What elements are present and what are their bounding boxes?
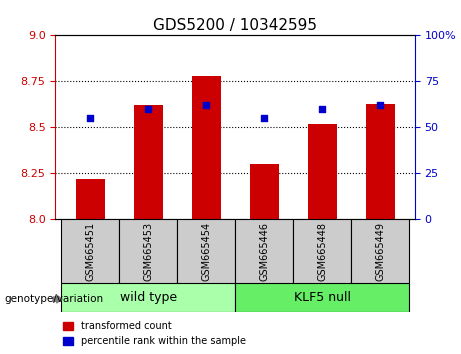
FancyBboxPatch shape: [119, 219, 177, 283]
Text: GSM665453: GSM665453: [143, 222, 153, 281]
FancyBboxPatch shape: [235, 219, 293, 283]
Text: GSM665446: GSM665446: [259, 222, 269, 281]
Bar: [366, 103, 395, 219]
FancyBboxPatch shape: [177, 219, 235, 283]
Text: GSM665454: GSM665454: [201, 222, 211, 281]
Text: GSM665451: GSM665451: [85, 222, 95, 281]
Point: [260, 115, 268, 121]
Point: [319, 106, 326, 112]
FancyBboxPatch shape: [61, 219, 119, 283]
Bar: [249, 164, 278, 219]
Text: GSM665449: GSM665449: [375, 222, 385, 281]
Bar: [192, 76, 221, 219]
FancyBboxPatch shape: [61, 283, 235, 312]
Text: GSM665448: GSM665448: [317, 222, 327, 281]
FancyBboxPatch shape: [351, 219, 409, 283]
FancyArrow shape: [53, 295, 62, 303]
Point: [86, 115, 94, 121]
Title: GDS5200 / 10342595: GDS5200 / 10342595: [153, 18, 317, 33]
Point: [144, 106, 152, 112]
Point: [202, 103, 210, 108]
Text: genotype/variation: genotype/variation: [5, 294, 104, 304]
Bar: [134, 105, 163, 219]
Point: [377, 103, 384, 108]
Text: KLF5 null: KLF5 null: [294, 291, 351, 304]
Bar: [307, 124, 337, 219]
FancyBboxPatch shape: [235, 283, 409, 312]
Bar: [76, 179, 105, 219]
Text: wild type: wild type: [119, 291, 177, 304]
Legend: transformed count, percentile rank within the sample: transformed count, percentile rank withi…: [60, 319, 248, 349]
FancyBboxPatch shape: [293, 219, 351, 283]
